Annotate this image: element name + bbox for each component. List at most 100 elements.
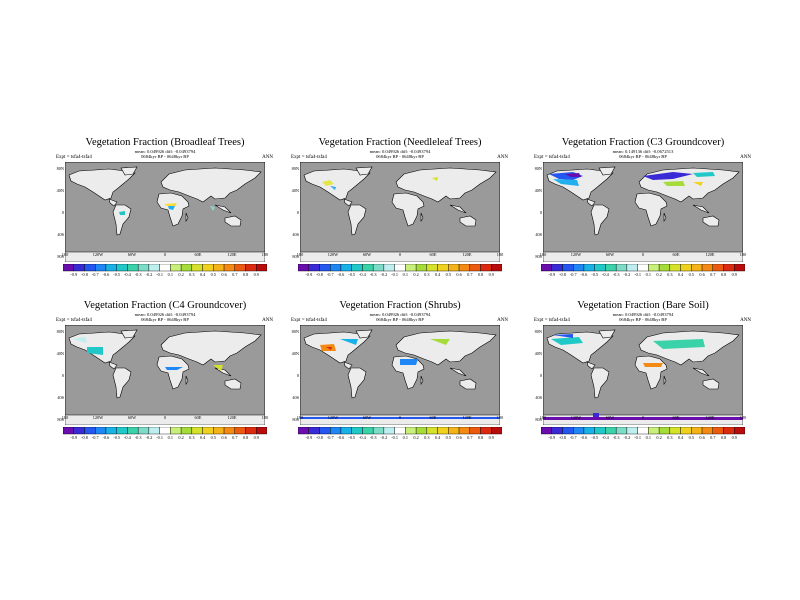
lon-label: 120W [327,252,339,257]
land-mass [692,204,710,214]
colorbar-swatch [330,264,342,272]
lat-label: 80N [291,166,299,171]
colorbar-tick-label: 0.5 [210,272,216,277]
colorbar-swatch [701,264,713,272]
land-mass [156,355,190,390]
colorbar-tick-label: 0.6 [221,272,227,277]
panel-stats: mean: 0.049926 diff: -0.0493794 [369,149,431,154]
colorbar-swatch [437,427,449,435]
colorbar-tick-label: 0.3 [189,272,195,277]
colorbar-swatch [562,264,574,272]
lon-label: 60W [605,415,615,420]
land-mass [395,330,497,366]
colorbar-swatch [583,427,595,435]
colorbar-swatch [637,264,649,272]
panel-period: 0684kyr BP - 0648kyr BP [376,317,424,322]
vegetation-anomaly [330,186,336,190]
panel-stats: mean: 0.149136 diff: -0.0672513 [612,149,674,154]
colorbar-tick-label: -0.9 [548,272,556,277]
colorbar [541,264,745,272]
colorbar-swatch [137,264,150,272]
colorbar-swatch [383,427,395,435]
panel-title: Vegetation Fraction (Bare Soil) [577,300,709,311]
vegetation-anomaly [340,339,358,345]
colorbar-tick-label: 0.1 [645,435,652,440]
panel-season: ANN [740,155,751,160]
colorbar-swatch [680,427,692,435]
colorbar-swatch [213,427,225,435]
colorbar-swatch [362,427,374,435]
lat-label: 40N [534,188,542,193]
colorbar-swatch [234,427,246,435]
land-mass [702,378,720,390]
vegetation-anomaly [300,417,500,419]
land-mass [343,361,353,370]
land-mass [391,192,425,227]
land-mass [68,168,136,201]
land-mass [586,198,596,207]
vegetation-anomaly [432,177,438,181]
land-mass [347,204,367,236]
colorbar-tick-label: -0.2 [623,435,631,440]
colorbar-tick-label: 0.9 [731,272,737,277]
colorbar-swatch [594,264,606,272]
colorbar-swatch [615,427,628,435]
vegetation-anomaly [653,339,705,349]
colorbar-tick-label: -0.8 [81,272,88,277]
land-mass [214,204,232,214]
colorbar-swatch [127,264,139,272]
land-mass [120,166,138,176]
land-mass [224,215,242,227]
lat-label: 40S [535,232,542,237]
vegetation-anomaly [73,337,87,343]
panel-expt: Expt = tsfa4-tsfa4 [534,318,570,323]
colorbar-swatch [256,427,267,435]
colorbar-tick-label: -0.1 [156,272,164,277]
lon-label: 120E [462,252,472,257]
panel-title: Vegetation Fraction (Broadleaf Trees) [85,137,245,148]
vegetation-anomaly [693,172,715,177]
colorbar-tick-label: -0.9 [70,435,78,440]
lon-label: 180 [739,415,747,420]
colorbar-swatch [137,427,150,435]
vegetation-anomaly [322,180,334,186]
colorbar-tick-label: -0.9 [305,435,313,440]
colorbar-swatch [351,427,363,435]
vegetation-anomaly [593,413,599,417]
panel-expt: Expt = tsfa4-tsfa4 [291,155,327,160]
colorbar-swatch [626,264,638,272]
colorbar [541,427,745,435]
colorbar-swatch [362,264,374,272]
colorbar-tick-label: -0.3 [369,272,377,277]
colorbar-tick-label: 0.5 [210,435,216,440]
colorbar-swatch [480,427,492,435]
land-mass [598,329,616,339]
colorbar-swatch [712,264,724,272]
colorbar-tick-label: 0.6 [699,435,705,440]
colorbar-tick-label: -0.3 [369,435,377,440]
lat-label: 0 [539,210,542,215]
lat-label: 40N [291,188,299,193]
colorbar-swatch [319,264,331,272]
colorbar-tick-label: -0.1 [391,435,399,440]
panel-period: 0684kyr BP - 0648kyr BP [141,154,189,159]
colorbar-swatch [351,264,363,272]
colorbar-swatch [127,427,139,435]
lat-label: 80S [292,417,299,422]
colorbar-swatch [116,264,128,272]
colorbar-swatch [426,427,438,435]
lon-label: 60W [605,252,615,257]
colorbar-swatch [605,427,617,435]
lat-label: 0 [296,210,299,215]
colorbar-swatch [669,264,681,272]
panel-period: 0684kyr BP - 0648kyr BP [619,154,667,159]
colorbar-tick-label: -0.5 [591,435,599,440]
colorbar-tick-label: -0.8 [559,435,566,440]
lon-label: 60E [429,252,437,257]
colorbar-swatch [245,427,257,435]
lat-label: 80N [534,329,542,334]
lon-label: 180 [739,252,747,257]
panel-title: Vegetation Fraction (Needleleaf Trees) [318,137,482,148]
colorbar-tick-label: -0.2 [380,435,388,440]
land-mass [543,251,743,262]
